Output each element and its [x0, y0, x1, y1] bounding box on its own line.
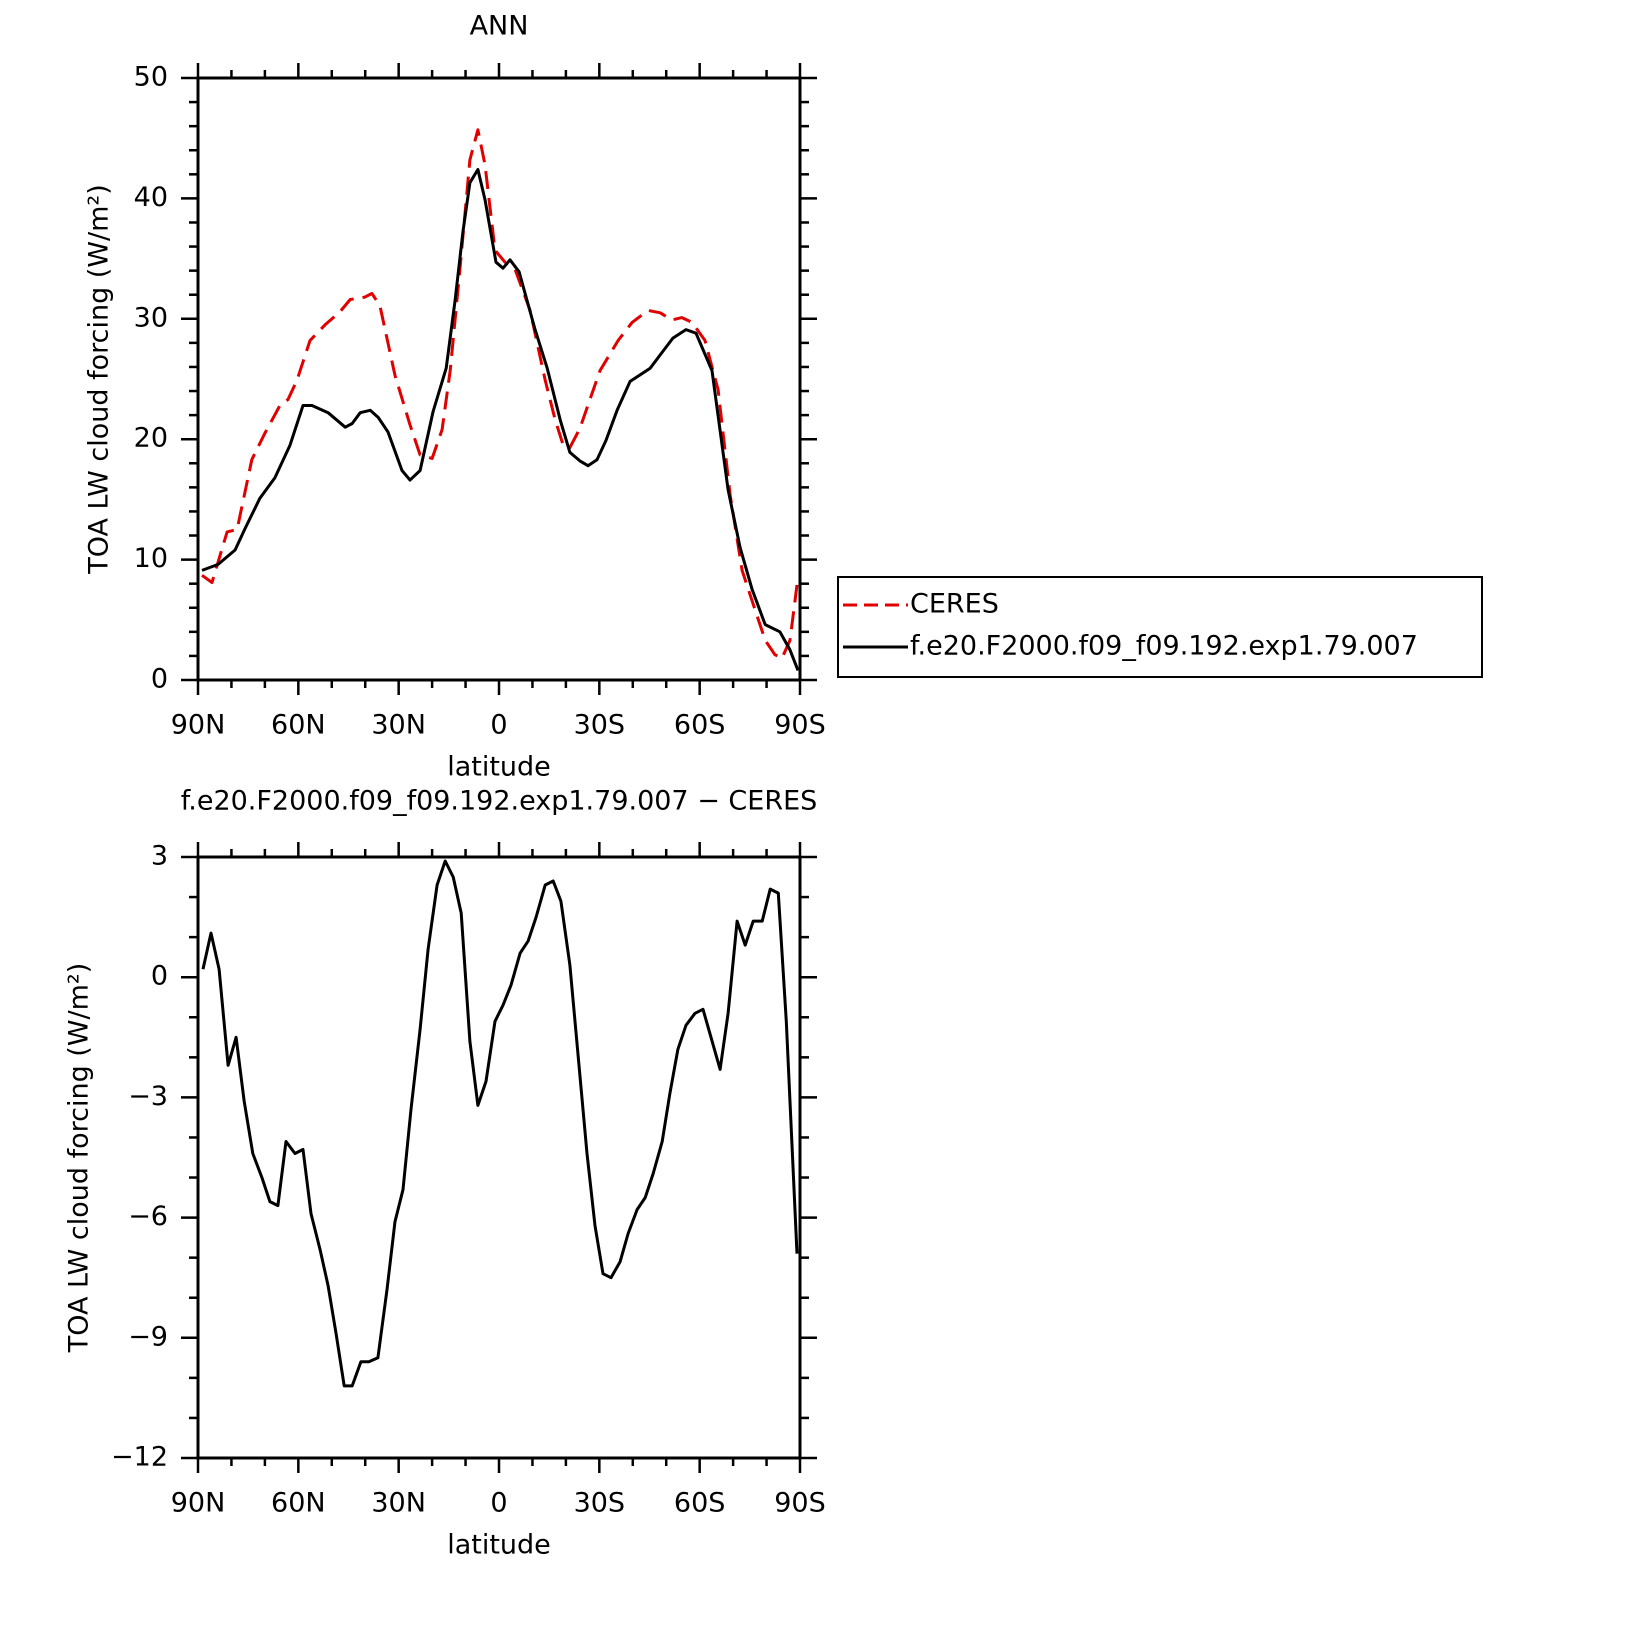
plot-frame	[196, 76, 802, 682]
x-tick-label: 90N	[171, 710, 226, 741]
y-tick-label: 0	[151, 961, 168, 992]
legend-label: f.e20.F2000.f09_f09.192.exp1.79.007	[910, 631, 1418, 662]
x-tick-label: 90S	[774, 710, 826, 741]
chart-title: ANN	[470, 11, 529, 42]
y-tick-label: 40	[134, 182, 168, 213]
legend-box	[837, 576, 1483, 678]
plot: ANN latitude TOA LW cloud forcing (W/m²) 90…	[84, 11, 1483, 783]
x-axis-label: latitude	[447, 1530, 551, 1561]
y-tick-label: 50	[134, 62, 168, 93]
y-tick-label: −3	[128, 1081, 168, 1112]
x-tick-label: 30S	[574, 710, 626, 741]
y-axis-label: TOA LW cloud forcing (W/m²)	[64, 963, 95, 1354]
y-tick-label: 3	[151, 841, 168, 872]
y-tick-label: −12	[111, 1442, 168, 1473]
x-tick-label: 0	[490, 1488, 507, 1519]
x-tick-label: 0	[490, 710, 507, 741]
y-tick-label: −9	[128, 1321, 168, 1352]
x-tick-label: 90S	[774, 1488, 826, 1519]
y-tick-label: 0	[151, 664, 168, 695]
y-tick-label: −6	[128, 1201, 168, 1232]
plot-frame	[196, 855, 802, 1460]
data-line	[201, 168, 800, 671]
chart-title: f.e20.F2000.f09_f09.192.exp1.79.007 − CE…	[181, 786, 818, 817]
x-tick-label: 90N	[171, 1488, 226, 1519]
x-axis-label: latitude	[447, 752, 551, 783]
y-tick-label: 10	[134, 543, 168, 574]
y-tick-label: 30	[134, 302, 168, 333]
x-tick-label: 30N	[371, 710, 426, 741]
plot: f.e20.F2000.f09_f09.192.exp1.79.007 − CE…	[64, 786, 826, 1561]
x-tick-label: 60S	[674, 710, 726, 741]
y-tick-label: 20	[134, 423, 168, 454]
legend-label: CERES	[910, 589, 999, 620]
data-line	[201, 128, 799, 660]
x-tick-label: 30N	[371, 1488, 426, 1519]
x-tick-label: 30S	[574, 1488, 626, 1519]
data-line	[201, 859, 799, 1388]
x-tick-label: 60S	[674, 1488, 726, 1519]
x-tick-label: 60N	[271, 710, 326, 741]
x-tick-label: 60N	[271, 1488, 326, 1519]
y-axis-label: TOA LW cloud forcing (W/m²)	[84, 184, 115, 575]
